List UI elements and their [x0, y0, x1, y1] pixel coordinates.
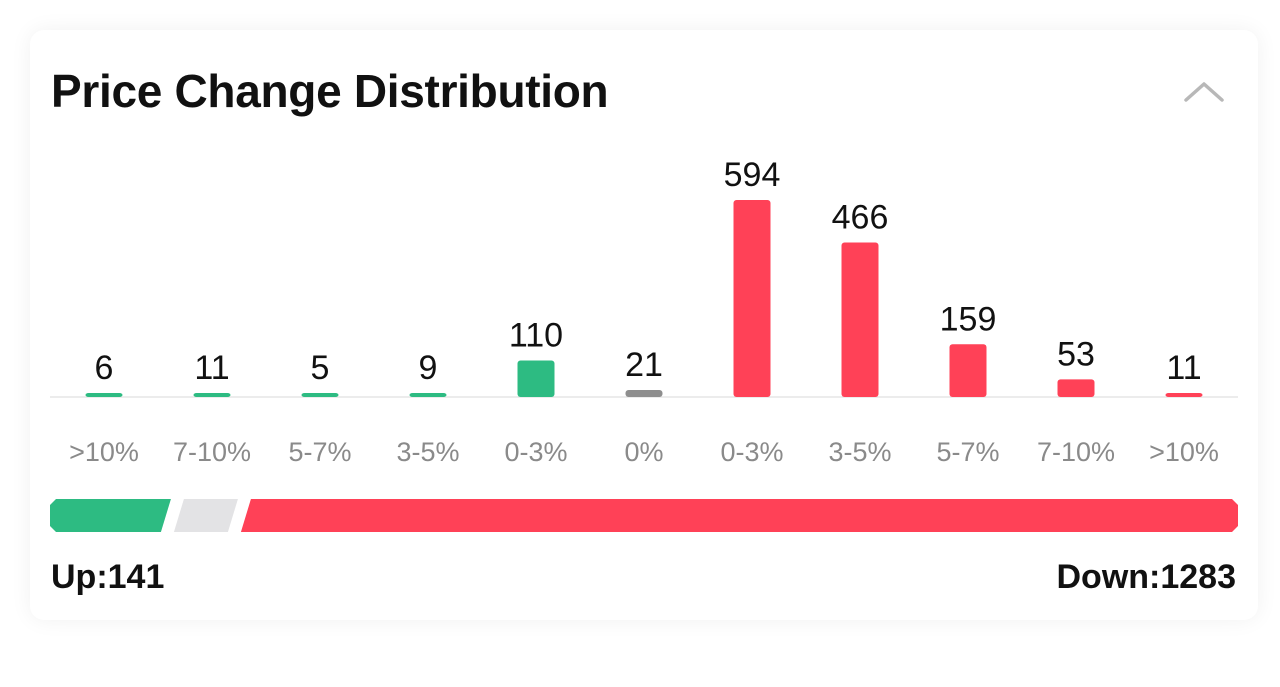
- bar-up-2: [301, 393, 339, 397]
- bar-value-label: 159: [940, 300, 997, 338]
- bar-value-label: 594: [724, 156, 781, 194]
- category-label: 0-3%: [504, 437, 567, 467]
- bar-value-label: 53: [1057, 335, 1095, 373]
- bar-value-label: 6: [95, 349, 114, 387]
- category-label: 5-7%: [936, 437, 999, 467]
- category-label: 5-7%: [288, 437, 351, 467]
- bar-down-10: [1165, 393, 1203, 397]
- bar-value-label: 110: [509, 317, 563, 355]
- bar-up-3: [409, 393, 447, 397]
- distribution-chart: 6 >10% 11 7-10% 5 5-7% 9 3-5% 110 0-3% 21 0% 594 0-3%…: [50, 156, 1238, 467]
- category-label: 3-5%: [396, 437, 459, 467]
- flat-segment: [173, 499, 238, 532]
- up-down-ratio-bar: [50, 499, 1238, 532]
- bar-value-label: 5: [311, 349, 330, 387]
- category-label: 0%: [624, 437, 663, 467]
- bar-up-4: [517, 360, 555, 397]
- down-segment: [240, 499, 1238, 532]
- category-label: 7-10%: [173, 437, 251, 467]
- category-label: >10%: [1149, 437, 1219, 467]
- bar-down-6: [733, 200, 771, 397]
- bar-value-label: 21: [625, 346, 663, 384]
- bar-up-0: [85, 393, 123, 397]
- up-segment: [50, 499, 171, 532]
- category-label: 0-3%: [720, 437, 783, 467]
- down-count-label: Down:1283: [1056, 558, 1237, 596]
- chevron-up-icon: [1184, 82, 1224, 102]
- page-title: Price Change Distribution: [51, 65, 609, 117]
- bar-flat-5: [625, 390, 663, 397]
- category-label: 3-5%: [828, 437, 891, 467]
- up-count-label: Up:141: [51, 558, 165, 596]
- category-label: 7-10%: [1037, 437, 1115, 467]
- collapse-button[interactable]: [1180, 74, 1228, 110]
- bar-down-9: [1057, 379, 1095, 397]
- bar-up-1: [193, 393, 231, 397]
- bar-value-label: 11: [194, 349, 229, 387]
- bar-down-8: [949, 344, 987, 397]
- bar-value-label: 466: [832, 198, 889, 236]
- category-label: >10%: [69, 437, 139, 467]
- bar-value-label: 9: [419, 349, 438, 387]
- bar-value-label: 11: [1166, 349, 1201, 387]
- bar-down-7: [841, 242, 879, 397]
